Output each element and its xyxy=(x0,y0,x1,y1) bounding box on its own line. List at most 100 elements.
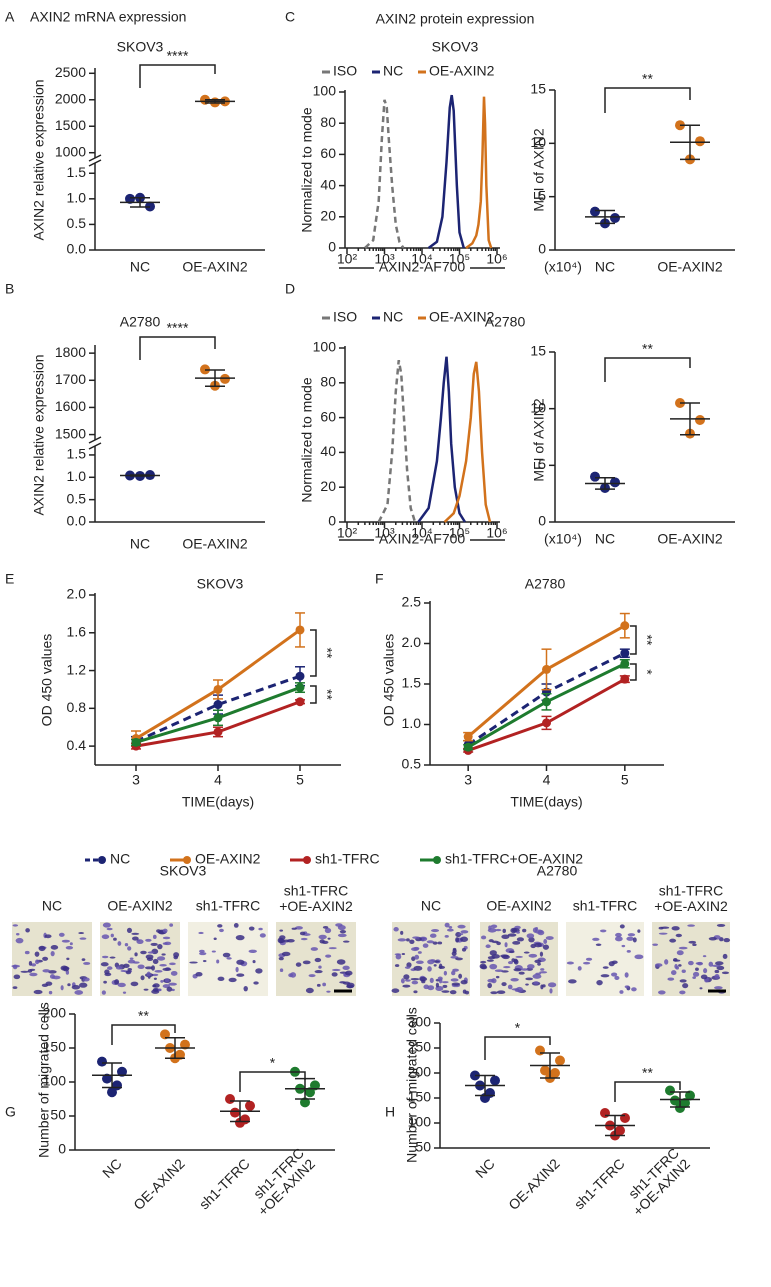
stained-cell xyxy=(417,951,422,954)
y-tick-label: 100 xyxy=(43,1073,67,1089)
y-tick-label: 0.8 xyxy=(67,699,87,715)
stained-cell xyxy=(664,959,669,965)
image-label: sh1-TFRC +OE-AXIN2 xyxy=(654,882,728,913)
stained-cell xyxy=(540,968,545,971)
stained-cell xyxy=(621,944,626,948)
stained-cell xyxy=(278,938,285,944)
y-tick-label: 150 xyxy=(43,1039,67,1055)
stained-cell xyxy=(394,953,402,956)
stained-cell xyxy=(496,990,506,995)
stained-cell xyxy=(542,944,550,950)
stained-cell xyxy=(714,986,723,990)
stained-cell xyxy=(15,933,20,936)
stained-cell xyxy=(504,942,508,948)
stained-cell xyxy=(125,970,132,975)
stained-cell xyxy=(452,948,457,954)
series-line xyxy=(465,96,493,249)
stained-cell xyxy=(577,966,582,971)
stained-cell xyxy=(29,972,38,977)
stained-cell xyxy=(490,924,498,929)
stained-cell xyxy=(679,979,687,983)
stained-cell xyxy=(406,938,410,942)
stained-cell xyxy=(714,969,720,974)
x-axis-label: TIME(days) xyxy=(510,794,582,810)
image-label: OE-AXIN2 xyxy=(486,898,552,914)
stained-cell xyxy=(525,977,534,981)
stained-cell xyxy=(318,965,322,969)
stained-cell xyxy=(154,969,163,973)
stained-cell xyxy=(42,969,51,973)
stained-cell xyxy=(510,978,519,982)
stained-cell xyxy=(438,963,443,969)
stained-cell xyxy=(278,956,284,961)
stained-cell xyxy=(611,972,618,977)
legend-label: NC xyxy=(110,851,130,867)
legend-label: OE-AXIN2 xyxy=(195,851,261,867)
stained-cell xyxy=(600,974,610,978)
legend-label: OE-AXIN2 xyxy=(429,309,495,325)
y-tick-label: 1700 xyxy=(55,371,86,387)
stained-cell xyxy=(602,966,609,969)
y-tick-label: 2500 xyxy=(55,64,86,80)
stained-cell xyxy=(409,939,415,945)
stained-cell xyxy=(137,964,145,969)
stained-cell xyxy=(222,952,231,958)
stained-cell xyxy=(226,957,232,960)
data-point xyxy=(535,1045,545,1056)
stained-cell xyxy=(171,988,175,992)
stained-cell xyxy=(692,943,697,946)
stained-cell xyxy=(255,968,263,974)
significance-bracket xyxy=(604,357,691,382)
stained-cell xyxy=(130,981,139,987)
axis-break xyxy=(88,442,102,450)
stained-cell xyxy=(489,963,498,970)
stained-cell xyxy=(28,960,33,966)
stained-cell xyxy=(44,934,52,939)
y-tick-label: 2.0 xyxy=(67,586,87,602)
stained-cell xyxy=(195,972,203,977)
significance-label: * xyxy=(270,1055,276,1071)
legend-label: sh1-TFRC+OE-AXIN2 xyxy=(445,851,583,867)
significance-bracket xyxy=(139,336,216,360)
stained-cell xyxy=(248,926,255,931)
stained-cell xyxy=(331,968,341,972)
stained-cell xyxy=(151,973,159,977)
stained-cell xyxy=(158,988,162,992)
data-point xyxy=(107,1087,117,1098)
stained-cell xyxy=(109,956,116,959)
stained-cell xyxy=(117,982,126,988)
stained-cell xyxy=(295,962,302,967)
significance-label: ** xyxy=(319,689,335,700)
stained-cell xyxy=(147,951,155,954)
stained-cell xyxy=(592,937,600,941)
stained-cell xyxy=(117,941,122,946)
stained-cell xyxy=(110,933,114,938)
panel-label: B xyxy=(5,281,14,297)
y-tick-label: 50 xyxy=(50,1107,66,1123)
y-tick-label: 50 xyxy=(415,1139,431,1155)
stained-cell xyxy=(488,925,492,930)
stained-cell xyxy=(511,958,516,963)
stained-cell xyxy=(495,975,500,979)
stained-cell xyxy=(534,926,539,931)
stained-cell xyxy=(243,985,248,992)
data-point xyxy=(295,625,305,635)
stained-cell xyxy=(140,950,147,955)
stained-cell xyxy=(314,957,322,963)
x-tick-label: OE-AXIN2 xyxy=(182,259,248,275)
y-tick-label: 200 xyxy=(43,1005,67,1021)
stained-cell xyxy=(169,962,176,966)
y-tick-label: 1800 xyxy=(55,344,86,360)
stained-cell xyxy=(450,978,459,982)
stained-cell xyxy=(124,943,129,947)
y-axis-label: AXIN2 relative expression xyxy=(31,79,47,240)
stained-cell xyxy=(310,947,318,951)
x-tick-label: 10³ xyxy=(374,251,395,267)
stained-cell xyxy=(127,946,132,951)
stained-cell xyxy=(699,987,703,990)
stained-cell xyxy=(460,979,468,985)
stained-cell xyxy=(328,947,337,950)
y-tick-label: 250 xyxy=(408,1039,432,1055)
stained-cell xyxy=(300,937,308,941)
data-point xyxy=(305,1087,315,1098)
